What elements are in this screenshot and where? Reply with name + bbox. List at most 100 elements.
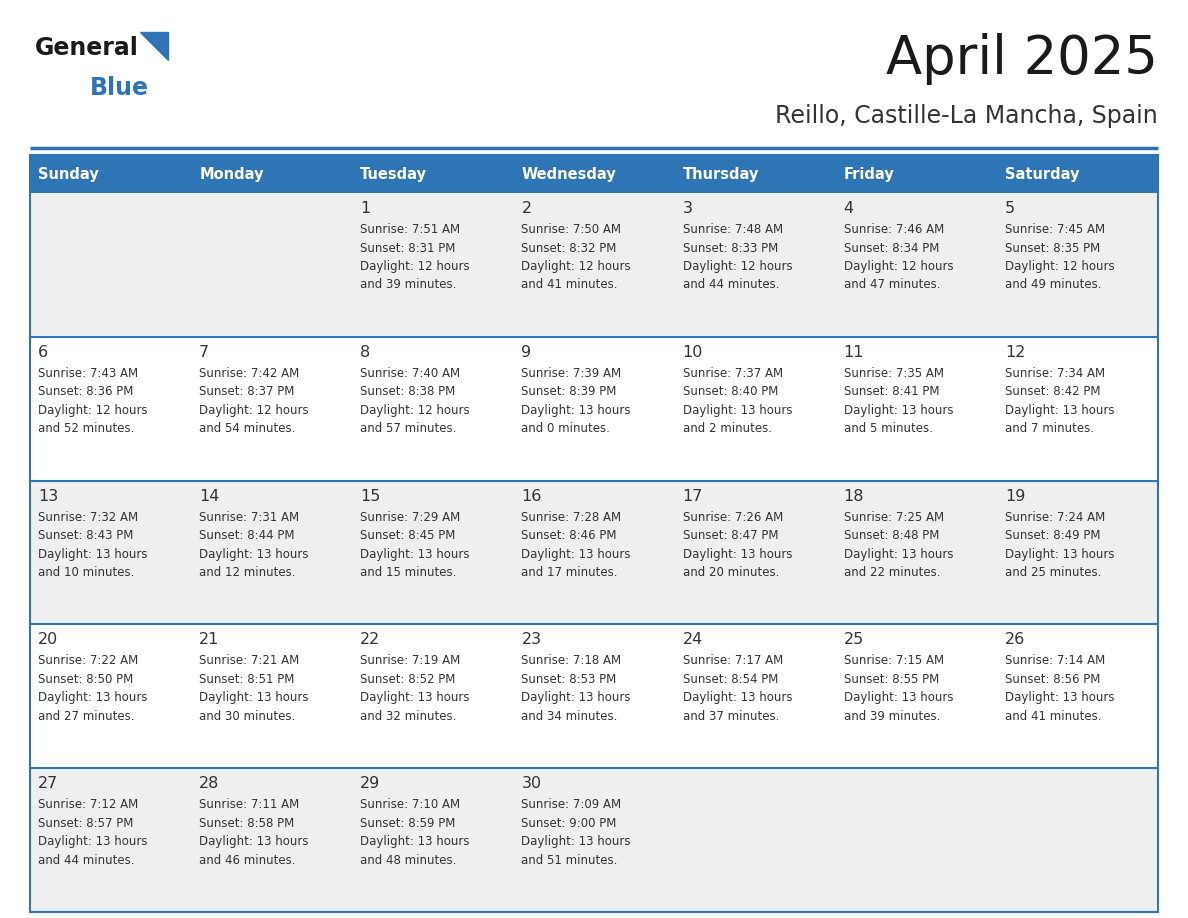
Text: 30: 30 [522,777,542,791]
Text: 16: 16 [522,488,542,504]
Text: Sunrise: 7:21 AM
Sunset: 8:51 PM
Daylight: 13 hours
and 30 minutes.: Sunrise: 7:21 AM Sunset: 8:51 PM Dayligh… [200,655,309,722]
Text: Thursday: Thursday [683,166,759,182]
Bar [675,155,835,193]
Bar [30,337,191,481]
Text: Sunrise: 7:11 AM
Sunset: 8:58 PM
Daylight: 13 hours
and 46 minutes.: Sunrise: 7:11 AM Sunset: 8:58 PM Dayligh… [200,798,309,867]
Bar [997,193,1158,337]
Text: 23: 23 [522,633,542,647]
Text: Sunrise: 7:15 AM
Sunset: 8:55 PM
Daylight: 13 hours
and 39 minutes.: Sunrise: 7:15 AM Sunset: 8:55 PM Dayligh… [843,655,953,722]
Text: Sunrise: 7:43 AM
Sunset: 8:36 PM
Daylight: 12 hours
and 52 minutes.: Sunrise: 7:43 AM Sunset: 8:36 PM Dayligh… [38,367,147,435]
Text: Monday: Monday [200,166,264,182]
Bar [191,768,353,912]
Text: Wednesday: Wednesday [522,166,617,182]
Text: 2: 2 [522,201,531,216]
Text: Sunrise: 7:22 AM
Sunset: 8:50 PM
Daylight: 13 hours
and 27 minutes.: Sunrise: 7:22 AM Sunset: 8:50 PM Dayligh… [38,655,147,722]
Bar [835,624,997,768]
Text: 10: 10 [683,345,703,360]
Text: 15: 15 [360,488,380,504]
Bar [191,481,353,624]
Text: 9: 9 [522,345,531,360]
Text: 21: 21 [200,633,220,647]
Text: Sunrise: 7:18 AM
Sunset: 8:53 PM
Daylight: 13 hours
and 34 minutes.: Sunrise: 7:18 AM Sunset: 8:53 PM Dayligh… [522,655,631,722]
Bar [835,337,997,481]
Bar [30,155,191,193]
Text: 13: 13 [38,488,58,504]
Text: 28: 28 [200,777,220,791]
Bar [835,155,997,193]
Bar [997,481,1158,624]
Text: Sunrise: 7:12 AM
Sunset: 8:57 PM
Daylight: 13 hours
and 44 minutes.: Sunrise: 7:12 AM Sunset: 8:57 PM Dayligh… [38,798,147,867]
Text: Sunrise: 7:17 AM
Sunset: 8:54 PM
Daylight: 13 hours
and 37 minutes.: Sunrise: 7:17 AM Sunset: 8:54 PM Dayligh… [683,655,792,722]
Text: 3: 3 [683,201,693,216]
Bar [191,155,353,193]
Text: Reillo, Castille-La Mancha, Spain: Reillo, Castille-La Mancha, Spain [776,104,1158,128]
Text: 26: 26 [1005,633,1025,647]
Bar [997,337,1158,481]
Bar [191,337,353,481]
Bar [513,481,675,624]
Bar [513,193,675,337]
Text: 27: 27 [38,777,58,791]
Bar [191,193,353,337]
Text: 11: 11 [843,345,864,360]
Text: 8: 8 [360,345,371,360]
Bar [675,768,835,912]
Bar [191,624,353,768]
Bar [997,155,1158,193]
Bar [675,337,835,481]
Text: 19: 19 [1005,488,1025,504]
Text: Sunrise: 7:48 AM
Sunset: 8:33 PM
Daylight: 12 hours
and 44 minutes.: Sunrise: 7:48 AM Sunset: 8:33 PM Dayligh… [683,223,792,292]
Text: Sunrise: 7:34 AM
Sunset: 8:42 PM
Daylight: 13 hours
and 7 minutes.: Sunrise: 7:34 AM Sunset: 8:42 PM Dayligh… [1005,367,1114,435]
Bar [513,337,675,481]
Text: Sunrise: 7:51 AM
Sunset: 8:31 PM
Daylight: 12 hours
and 39 minutes.: Sunrise: 7:51 AM Sunset: 8:31 PM Dayligh… [360,223,470,292]
Text: Sunrise: 7:28 AM
Sunset: 8:46 PM
Daylight: 13 hours
and 17 minutes.: Sunrise: 7:28 AM Sunset: 8:46 PM Dayligh… [522,510,631,579]
Bar [30,768,191,912]
Text: Sunrise: 7:39 AM
Sunset: 8:39 PM
Daylight: 13 hours
and 0 minutes.: Sunrise: 7:39 AM Sunset: 8:39 PM Dayligh… [522,367,631,435]
Text: 6: 6 [38,345,49,360]
Text: 14: 14 [200,488,220,504]
Bar [675,624,835,768]
Polygon shape [140,32,168,60]
Text: Sunrise: 7:31 AM
Sunset: 8:44 PM
Daylight: 13 hours
and 12 minutes.: Sunrise: 7:31 AM Sunset: 8:44 PM Dayligh… [200,510,309,579]
Text: Sunrise: 7:25 AM
Sunset: 8:48 PM
Daylight: 13 hours
and 22 minutes.: Sunrise: 7:25 AM Sunset: 8:48 PM Dayligh… [843,510,953,579]
Text: 25: 25 [843,633,864,647]
Bar [30,624,191,768]
Text: Sunrise: 7:46 AM
Sunset: 8:34 PM
Daylight: 12 hours
and 47 minutes.: Sunrise: 7:46 AM Sunset: 8:34 PM Dayligh… [843,223,953,292]
Text: Sunrise: 7:14 AM
Sunset: 8:56 PM
Daylight: 13 hours
and 41 minutes.: Sunrise: 7:14 AM Sunset: 8:56 PM Dayligh… [1005,655,1114,722]
Bar [513,768,675,912]
Text: 18: 18 [843,488,864,504]
Bar [30,155,1158,912]
Bar [513,624,675,768]
Bar [353,481,513,624]
Text: Sunrise: 7:50 AM
Sunset: 8:32 PM
Daylight: 12 hours
and 41 minutes.: Sunrise: 7:50 AM Sunset: 8:32 PM Dayligh… [522,223,631,292]
Text: 5: 5 [1005,201,1015,216]
Text: Tuesday: Tuesday [360,166,428,182]
Text: Saturday: Saturday [1005,166,1080,182]
Bar [997,768,1158,912]
Text: Sunrise: 7:37 AM
Sunset: 8:40 PM
Daylight: 13 hours
and 2 minutes.: Sunrise: 7:37 AM Sunset: 8:40 PM Dayligh… [683,367,792,435]
Text: 7: 7 [200,345,209,360]
Text: 24: 24 [683,633,703,647]
Text: Sunrise: 7:42 AM
Sunset: 8:37 PM
Daylight: 12 hours
and 54 minutes.: Sunrise: 7:42 AM Sunset: 8:37 PM Dayligh… [200,367,309,435]
Text: 20: 20 [38,633,58,647]
Text: Sunrise: 7:24 AM
Sunset: 8:49 PM
Daylight: 13 hours
and 25 minutes.: Sunrise: 7:24 AM Sunset: 8:49 PM Dayligh… [1005,510,1114,579]
Text: Blue: Blue [90,76,148,100]
Bar [353,193,513,337]
Bar [835,193,997,337]
Text: Sunrise: 7:32 AM
Sunset: 8:43 PM
Daylight: 13 hours
and 10 minutes.: Sunrise: 7:32 AM Sunset: 8:43 PM Dayligh… [38,510,147,579]
Text: 1: 1 [360,201,371,216]
Text: General: General [34,36,139,60]
Bar [30,481,191,624]
Bar [30,193,191,337]
Text: 17: 17 [683,488,703,504]
Text: Sunrise: 7:10 AM
Sunset: 8:59 PM
Daylight: 13 hours
and 48 minutes.: Sunrise: 7:10 AM Sunset: 8:59 PM Dayligh… [360,798,469,867]
Bar [353,337,513,481]
Text: Sunrise: 7:29 AM
Sunset: 8:45 PM
Daylight: 13 hours
and 15 minutes.: Sunrise: 7:29 AM Sunset: 8:45 PM Dayligh… [360,510,469,579]
Text: Sunrise: 7:19 AM
Sunset: 8:52 PM
Daylight: 13 hours
and 32 minutes.: Sunrise: 7:19 AM Sunset: 8:52 PM Dayligh… [360,655,469,722]
Bar [835,481,997,624]
Bar [675,193,835,337]
Bar [997,624,1158,768]
Bar [835,768,997,912]
Text: 4: 4 [843,201,854,216]
Text: Friday: Friday [843,166,895,182]
